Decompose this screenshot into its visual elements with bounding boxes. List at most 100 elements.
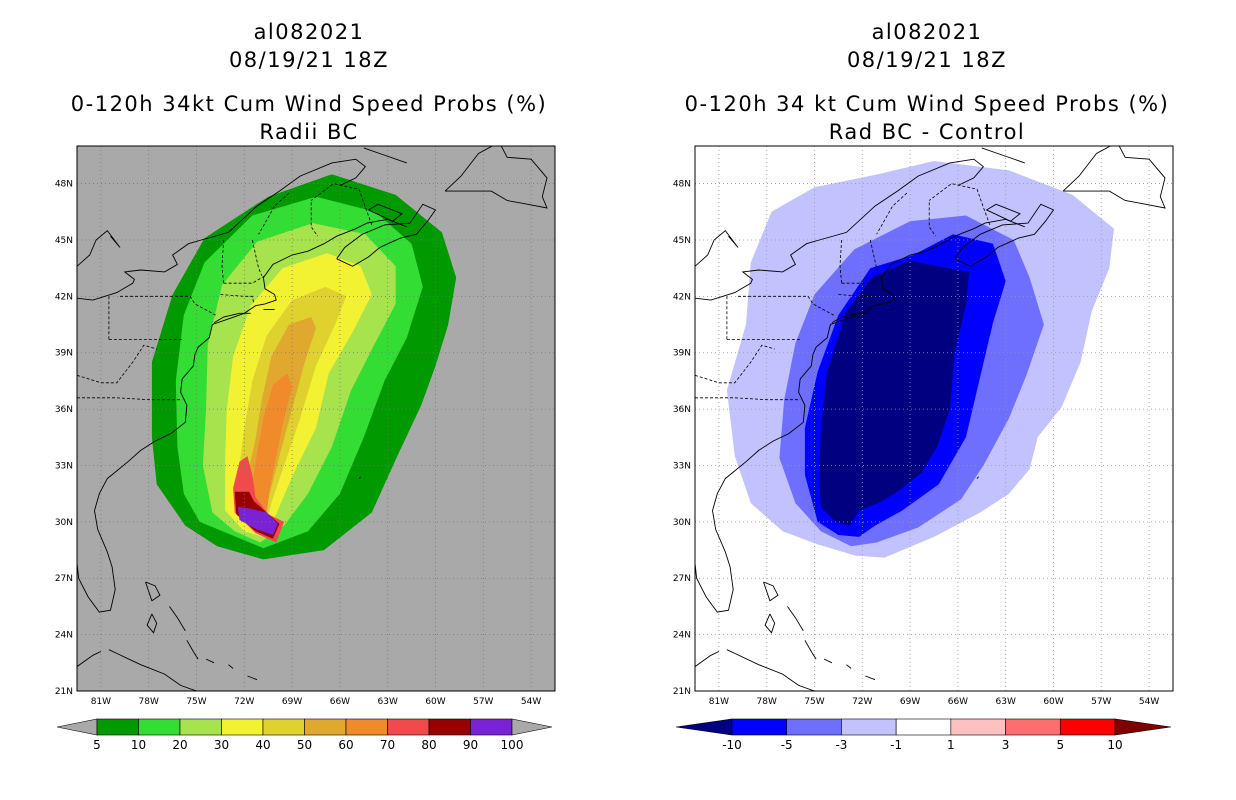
coastline bbox=[954, 203, 1055, 267]
coastline bbox=[77, 651, 102, 667]
colorbar-label: 40 bbox=[255, 738, 270, 752]
x-tick-label: 72W bbox=[234, 697, 254, 707]
x-tick-label: 75W bbox=[186, 697, 206, 707]
date-title: 08/19/21 18Z bbox=[846, 48, 1008, 72]
subtitle: Radii BC bbox=[259, 120, 359, 144]
colorbar-label: 5 bbox=[1056, 738, 1064, 752]
y-tick-label: 33N bbox=[55, 461, 73, 471]
colorbar-swatch bbox=[841, 718, 897, 736]
colorbar-under-arrow bbox=[56, 718, 98, 736]
colorbar-swatch bbox=[731, 718, 788, 736]
right-panel: al082021 08/19/21 18Z 0-120h 34 kt Cum W… bbox=[618, 0, 1236, 800]
political-border bbox=[77, 397, 183, 401]
colorbar-swatch bbox=[96, 718, 139, 736]
coastline bbox=[77, 158, 367, 301]
x-tick-label: 69W bbox=[900, 697, 920, 707]
coastline bbox=[985, 203, 1021, 222]
colorbar-label: 5 bbox=[93, 738, 101, 752]
coastline bbox=[358, 476, 361, 479]
coastline bbox=[823, 658, 833, 664]
x-tick-label: 69W bbox=[282, 697, 302, 707]
coastline bbox=[764, 613, 776, 634]
colorbar-swatch bbox=[138, 718, 181, 736]
x-tick-label: 54W bbox=[1139, 697, 1159, 707]
colorbar-label: 70 bbox=[380, 738, 395, 752]
colorbar-swatch bbox=[345, 718, 388, 736]
colorbar-label: 10 bbox=[1107, 738, 1122, 752]
coastline bbox=[865, 675, 876, 681]
y-tick-label: 39N bbox=[55, 349, 73, 359]
coastline bbox=[444, 146, 548, 209]
coastline bbox=[695, 651, 720, 667]
colorbar-swatch bbox=[895, 718, 952, 736]
y-tick-label: 42N bbox=[673, 292, 691, 302]
x-tick-label: 78W bbox=[757, 697, 777, 707]
coastline bbox=[363, 147, 407, 164]
contour-60 bbox=[250, 373, 293, 515]
colorbar-label: 80 bbox=[421, 738, 436, 752]
colorbar-swatch bbox=[786, 718, 842, 736]
colorbar-label: -1 bbox=[890, 738, 902, 752]
colorbar-swatch bbox=[428, 718, 471, 736]
y-tick-label: 21N bbox=[55, 687, 73, 697]
political-border bbox=[838, 294, 873, 304]
coastline bbox=[146, 613, 158, 634]
y-tick-label: 45N bbox=[55, 236, 73, 246]
y-tick-label: 39N bbox=[673, 349, 691, 359]
x-tick-label: 78W bbox=[139, 697, 159, 707]
y-tick-label: 24N bbox=[673, 631, 691, 641]
political-border bbox=[310, 183, 373, 226]
coastline bbox=[228, 664, 234, 669]
y-tick-label: 24N bbox=[55, 631, 73, 641]
political-border bbox=[220, 294, 255, 304]
probability-map: 81W 78W 75W 72W 69W 66W 63W 60W 57W 54W 48N 45N 42N 3… bbox=[55, 145, 556, 752]
colorbar-label: -10 bbox=[722, 738, 742, 752]
coastline bbox=[186, 640, 199, 660]
political-border bbox=[738, 295, 834, 316]
political-border bbox=[258, 192, 290, 235]
coastline bbox=[695, 158, 985, 301]
colorbar-label: 10 bbox=[131, 738, 146, 752]
colorbar-swatch bbox=[950, 718, 1006, 736]
colorbar-swatch bbox=[470, 718, 513, 736]
left-panel: al082021 08/19/21 18Z 0-120h 34kt Cum Wi… bbox=[55, 20, 556, 752]
x-tick-label: 81W bbox=[709, 697, 729, 707]
y-tick-label: 45N bbox=[673, 236, 691, 246]
political-border bbox=[221, 239, 224, 284]
map-frame bbox=[76, 145, 556, 692]
political-border bbox=[876, 192, 908, 235]
x-tick-label: 63W bbox=[378, 697, 398, 707]
coastline bbox=[77, 229, 121, 267]
x-tick-label: 60W bbox=[1043, 697, 1063, 707]
coastline bbox=[169, 606, 186, 632]
x-tick-label: 63W bbox=[996, 697, 1016, 707]
coastline bbox=[695, 229, 739, 267]
coastline bbox=[726, 649, 815, 691]
y-tick-label: 21N bbox=[673, 687, 691, 697]
colorbar-swatch bbox=[1005, 718, 1061, 736]
political-border bbox=[928, 183, 991, 226]
colorbar-label: 100 bbox=[501, 738, 524, 752]
colorbar-over-arrow bbox=[1114, 718, 1172, 736]
political-border bbox=[695, 397, 801, 401]
map-frame bbox=[694, 145, 1174, 692]
coastline bbox=[213, 312, 251, 324]
storm-id-title: al082021 bbox=[253, 20, 365, 44]
map-content bbox=[695, 146, 1173, 691]
coastline bbox=[695, 218, 1025, 613]
y-tick-label: 30N bbox=[55, 518, 73, 528]
contour-neg10 bbox=[819, 260, 970, 526]
y-tick-label: 42N bbox=[55, 292, 73, 302]
x-tick-label: 60W bbox=[425, 697, 445, 707]
x-tick-label: 57W bbox=[473, 697, 493, 707]
x-tick-label: 57W bbox=[1091, 697, 1111, 707]
colorbar-under-arrow bbox=[675, 718, 733, 736]
colorbar-label: 3 bbox=[1002, 738, 1010, 752]
y-tick-label: 48N bbox=[673, 180, 691, 190]
coastline bbox=[1062, 146, 1166, 209]
coastline bbox=[787, 606, 804, 632]
colorbar-label: 30 bbox=[214, 738, 229, 752]
coastline bbox=[804, 640, 817, 660]
coastline bbox=[108, 649, 197, 691]
colorbar-swatch bbox=[221, 718, 264, 736]
